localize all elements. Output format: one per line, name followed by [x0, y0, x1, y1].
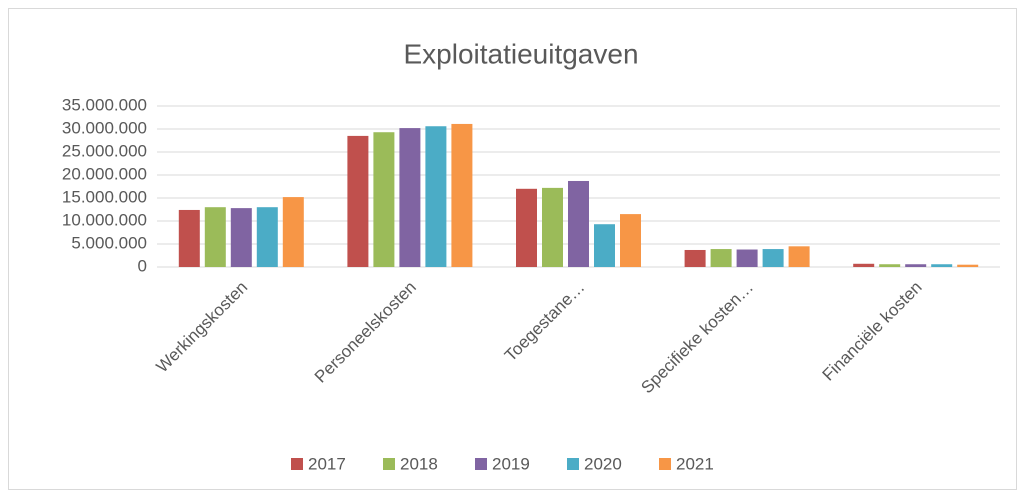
bar: [282, 197, 304, 267]
bar: [879, 264, 901, 267]
legend-label: 2019: [492, 454, 530, 473]
bar: [451, 123, 473, 267]
y-tick-label: 25.000.000: [62, 141, 147, 160]
y-tick-label: 20.000.000: [62, 164, 147, 183]
bar: [736, 249, 758, 267]
legend-swatch: [475, 458, 487, 470]
bar: [684, 249, 706, 267]
y-tick-label: 0: [138, 256, 147, 275]
bar: [204, 207, 226, 267]
bar: [230, 208, 252, 267]
bar: [542, 187, 563, 267]
bar: [957, 264, 979, 267]
y-tick-label: 15.000.000: [62, 187, 147, 206]
chart-border: [8, 8, 1017, 490]
bar: [853, 263, 875, 267]
bar: [516, 188, 537, 267]
legend-label: 2021: [676, 454, 714, 473]
legend-label: 2018: [400, 454, 438, 473]
y-tick-label: 30.000.000: [62, 118, 147, 137]
bar: [905, 264, 927, 267]
y-tick-label: 10.000.000: [62, 210, 147, 229]
bar: [347, 135, 369, 267]
y-tick-label: 35.000.000: [62, 95, 147, 114]
legend-label: 2020: [584, 454, 622, 473]
legend-swatch: [383, 458, 395, 470]
bar: [762, 249, 784, 267]
bar: [178, 209, 200, 267]
bar: [620, 214, 641, 267]
bar: [788, 246, 810, 267]
legend-swatch: [659, 458, 671, 470]
chart-title: Exploitatieuitgaven: [403, 38, 638, 69]
legend-swatch: [291, 458, 303, 470]
bar: [931, 264, 953, 267]
bar: [399, 128, 421, 267]
bar: [373, 132, 395, 267]
bar: [710, 249, 732, 267]
y-tick-label: 5.000.000: [71, 233, 147, 252]
bar: [256, 207, 278, 267]
bar: [425, 126, 447, 268]
bar: [594, 224, 615, 267]
bar: [568, 180, 589, 267]
legend-swatch: [567, 458, 579, 470]
legend-label: 2017: [308, 454, 346, 473]
